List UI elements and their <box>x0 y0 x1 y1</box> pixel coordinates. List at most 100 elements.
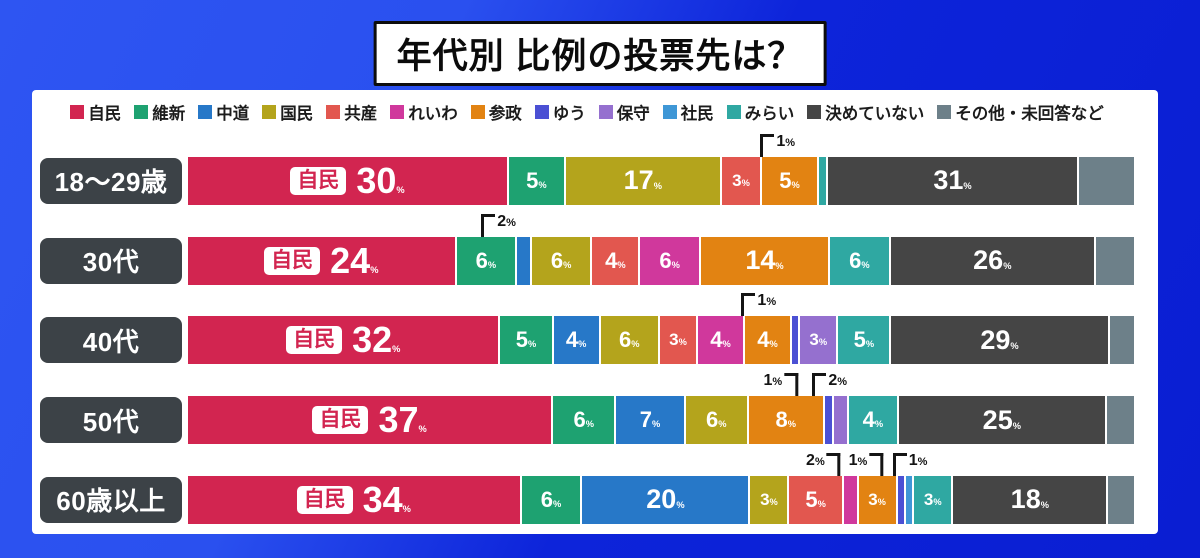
callout-elbow-line <box>869 452 884 476</box>
callout-number: 1 <box>763 372 773 390</box>
bar-segment: 4% <box>849 396 897 445</box>
segment-number: 6 <box>659 247 672 273</box>
segment-value: 7% <box>640 407 661 433</box>
segment-value: 4% <box>863 407 884 433</box>
segment-number: 5 <box>805 486 818 512</box>
segment-percent-sign: % <box>874 419 884 430</box>
segment-value: 29% <box>980 325 1018 356</box>
segment-number: 32 <box>352 319 393 361</box>
segment-number: 5 <box>526 167 539 193</box>
segment-value: 26% <box>973 245 1011 276</box>
bar-segment: 6% <box>456 236 516 285</box>
chart-row: 40代 1% 自民 32% 5% 4% 6% 3% 4% 4% 3% 5% 29% <box>40 285 1135 365</box>
callout-value: 2% <box>826 373 849 396</box>
bar-segment: 3% <box>721 156 761 205</box>
stacked-bar: 自民 37% 6% 7% 6% 8% 4% 25% <box>188 396 1135 445</box>
segment-number: 3 <box>923 489 934 509</box>
segment-value: 4% <box>566 327 587 353</box>
segment-number: 37 <box>378 399 419 441</box>
callout-elbow-line <box>826 452 841 476</box>
bar-segment <box>824 396 832 445</box>
bar-segment <box>818 156 826 205</box>
legend-label: れいわ <box>408 105 458 123</box>
bar-segment: 5% <box>500 316 552 365</box>
party-badge: 自民 <box>296 485 353 515</box>
bar-segment <box>843 475 857 524</box>
legend-swatch <box>534 105 549 119</box>
segment-value: 37% <box>378 399 426 441</box>
legend-item: 参政 <box>470 100 522 124</box>
bar-segment: 7% <box>616 396 684 445</box>
segment-number: 5 <box>853 327 866 353</box>
legend-swatch <box>262 105 277 119</box>
callout-percent-sign: % <box>772 376 783 389</box>
segment-percent-sign: % <box>933 496 942 507</box>
bar-segment <box>1079 156 1135 205</box>
age-label-pill: 50代 <box>40 397 182 444</box>
age-label-pill: 40代 <box>40 317 182 364</box>
legend-item: 決めていない <box>807 100 924 124</box>
bar-segment: 自民 30% <box>188 156 508 205</box>
bar-segment: 6% <box>600 316 658 365</box>
callout-elbow-line <box>812 373 827 397</box>
stacked-bar: 自民 24% 6% 6% 4% 6% 14% 6% 26% <box>188 236 1135 285</box>
segment-percent-sign: % <box>676 500 685 511</box>
segment-value: 34% <box>363 479 411 521</box>
callout-number: 2 <box>828 372 838 390</box>
legend-item: れいわ <box>390 100 458 124</box>
bar-segment: 6% <box>830 236 889 285</box>
legend-label: 中道 <box>216 105 250 123</box>
callout-number: 1 <box>848 451 858 469</box>
party-badge: 自民 <box>286 326 343 355</box>
callout-number: 1 <box>776 132 786 150</box>
segment-value: 3% <box>669 330 687 350</box>
segment-percent-sign: % <box>631 339 640 350</box>
legend-swatch <box>390 105 405 119</box>
legend-label: 社民 <box>680 105 714 123</box>
segment-percent-sign: % <box>392 344 401 355</box>
callout-value: 2% <box>804 452 827 476</box>
callout-label: 2% <box>804 452 841 476</box>
bar-segment: 14% <box>700 236 829 285</box>
segment-percent-sign: % <box>487 259 497 270</box>
party-badge: 自民 <box>290 166 347 195</box>
chart-row: 18〜29歳 1% 自民 30% 5% 17% 3% 5% 31% <box>40 125 1135 205</box>
segment-percent-sign: % <box>1040 500 1049 511</box>
bar-segment: 5% <box>762 156 817 205</box>
legend-label: 決めていない <box>825 105 925 123</box>
segment-number: 4 <box>605 247 618 273</box>
bar-segment: 18% <box>953 475 1107 524</box>
segment-value: 5% <box>854 327 875 353</box>
segment-percent-sign: % <box>861 259 870 270</box>
callout-value: 1% <box>774 132 797 157</box>
bar-segment: 3% <box>659 316 697 365</box>
segment-number: 8 <box>775 407 788 433</box>
segment-value: 5% <box>805 487 826 513</box>
bar-segment: 自民 32% <box>188 316 499 365</box>
callout-label: 2% <box>481 213 518 237</box>
callout-value: 1% <box>847 451 870 476</box>
segment-number: 14 <box>745 245 776 276</box>
segment-value: 4% <box>605 248 626 274</box>
segment-number: 17 <box>623 165 654 196</box>
segment-percent-sign: % <box>418 424 427 435</box>
segment-number: 4 <box>565 327 579 353</box>
segment-value: 25% <box>983 405 1021 436</box>
bar-segment: 3% <box>858 475 896 524</box>
callout-percent-sign: % <box>506 216 516 229</box>
segment-value: 3% <box>868 490 886 510</box>
legend-item: 保守 <box>598 100 650 124</box>
age-label-pill: 30代 <box>40 237 182 284</box>
segment-percent-sign: % <box>651 419 661 430</box>
bar-segment <box>905 475 913 524</box>
bar-segment: 5% <box>838 316 890 365</box>
legend-item: 中道 <box>198 100 249 124</box>
callout-number: 1 <box>908 451 918 469</box>
segment-value: 5% <box>516 327 537 353</box>
chart-row: 60歳以上 2% 1% 1% 自民 34% 6% 20% 3% 5% 3% 3% 18% <box>40 444 1135 524</box>
segment-value: 8% <box>776 407 797 433</box>
bar-segment: 6% <box>521 475 581 524</box>
bar-segment: 4% <box>698 316 744 365</box>
chart-legend: 自民 維新 中道 国民 共産 れいわ 参政 ゆう 保守 社民 みらい 決めていない その他・未回答など <box>40 99 1134 125</box>
